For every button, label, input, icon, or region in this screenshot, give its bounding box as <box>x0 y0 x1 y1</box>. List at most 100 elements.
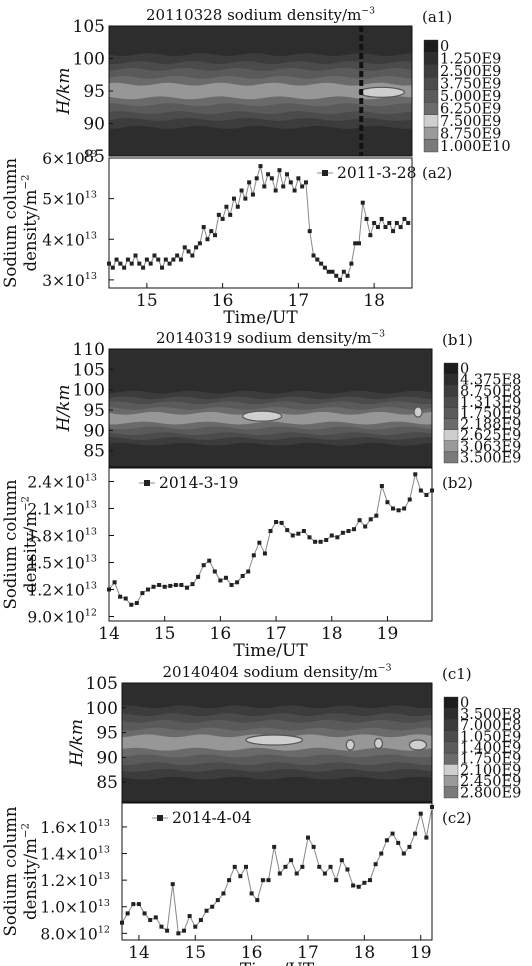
data-point <box>362 880 367 885</box>
data-point <box>301 529 306 533</box>
heatmap-title-a1-sup: −3 <box>361 5 375 16</box>
colorbar-swatch <box>443 385 459 397</box>
data-point <box>338 277 343 282</box>
y-tick-label-sup: 13 <box>98 845 110 856</box>
data-point <box>407 844 412 849</box>
data-point <box>306 835 310 840</box>
y-tick-label: 9.0×1012 <box>27 608 97 627</box>
data-point <box>281 184 286 189</box>
y-tick-label: 95 <box>83 401 105 421</box>
data-point <box>136 902 141 907</box>
colorbar-label: 2.500E9 <box>440 64 501 80</box>
data-point <box>249 891 254 896</box>
data-point <box>223 575 228 580</box>
colorbar-label: 2.188E9 <box>460 417 521 433</box>
x-axis-label: Time/UT <box>233 641 308 661</box>
data-point <box>373 862 378 867</box>
panel-label: (a1) <box>422 8 452 26</box>
y-axis-label-line2-text-main: density/m <box>21 511 40 593</box>
data-point <box>296 531 301 536</box>
data-point <box>318 539 323 544</box>
data-point <box>176 931 181 936</box>
data-point <box>125 257 130 262</box>
density-field-a1 <box>109 26 412 156</box>
data-point <box>277 871 282 876</box>
colorbar-label: 0 <box>460 362 469 378</box>
data-point <box>363 524 368 529</box>
colorbar-label: 7.500E9 <box>440 114 501 130</box>
data-point <box>224 204 229 209</box>
plot-frame <box>121 802 433 941</box>
data-point <box>182 928 186 933</box>
heatmap-title-c1: 20140404 sodium density/m−3 <box>162 662 391 681</box>
data-point <box>125 911 130 916</box>
data-point <box>133 253 138 258</box>
data-point <box>379 216 384 221</box>
data-point <box>329 533 334 538</box>
data-point <box>396 508 401 513</box>
data-point <box>315 257 320 262</box>
colorbar-label: 2.800E9 <box>460 785 521 801</box>
heatmap-title-a1-main: 20110328 sodium density/m <box>146 6 361 24</box>
y-tick-label: 1.0×1013 <box>40 898 110 917</box>
colorbar-swatch <box>443 719 459 731</box>
data-point <box>123 596 128 601</box>
y-tick-label: 105 <box>86 674 118 694</box>
colorbar-label: 1.000E10 <box>440 139 511 155</box>
colorbar-swatch <box>443 396 459 408</box>
data-point <box>227 878 232 883</box>
panel-label: (b2) <box>442 474 473 492</box>
y-tick-label-sup: 13 <box>85 581 97 592</box>
data-point <box>300 184 305 189</box>
y-tick-label-sup: 13 <box>98 898 110 909</box>
data-point <box>326 269 331 274</box>
data-point <box>187 914 192 919</box>
data-point <box>383 225 388 230</box>
data-point <box>165 928 170 933</box>
y-tick-label-sup: 12 <box>98 924 110 935</box>
data-point <box>283 864 288 869</box>
heatmap-frame <box>108 348 433 468</box>
data-point <box>303 180 308 185</box>
x-tick-label: 15 <box>184 943 206 963</box>
y-tick-label-sup: 13 <box>98 818 110 829</box>
data-point <box>390 831 395 836</box>
legend-label: 2014-3-19 <box>159 474 239 492</box>
data-point <box>351 883 356 888</box>
y-tick-label-main: 1.5×10 <box>27 555 84 573</box>
y-tick-label-main: 1.2×10 <box>40 872 97 890</box>
data-point <box>190 253 195 258</box>
colorbar-label: 2.100E9 <box>460 763 521 779</box>
data-point <box>374 513 379 518</box>
colorbar-label: 1.313E9 <box>460 395 521 411</box>
data-point <box>107 261 111 266</box>
colorbar-swatch <box>443 752 459 765</box>
x-tick-label: 16 <box>210 624 232 644</box>
data-point <box>148 261 153 266</box>
y-tick-label-sup: 13 <box>85 190 97 201</box>
y-tick-label-main: 8.0×10 <box>40 925 97 943</box>
data-point <box>268 529 273 533</box>
data-point <box>145 587 150 592</box>
data-point <box>356 241 361 246</box>
data-point <box>215 898 220 903</box>
data-point <box>141 265 146 270</box>
y-axis-label-line2: density/m−2 <box>21 823 40 920</box>
data-point <box>171 257 176 262</box>
data-point <box>277 168 282 173</box>
density-peak <box>242 410 283 422</box>
data-point <box>157 583 162 587</box>
y-tick-label: 1.2×1013 <box>40 871 110 890</box>
data-point <box>152 253 157 258</box>
data-point <box>418 488 423 493</box>
colorbar-swatch <box>423 89 439 103</box>
data-point <box>144 257 149 262</box>
data-point <box>156 257 161 262</box>
data-point <box>148 918 153 923</box>
data-point <box>272 844 277 849</box>
colorbar-swatch <box>443 741 459 754</box>
heatmap-title-c1-main: 20140404 sodium density/m <box>162 663 377 681</box>
y-tick-label-main: 5×10 <box>42 191 85 209</box>
y-axis-label: H/km <box>54 385 74 433</box>
